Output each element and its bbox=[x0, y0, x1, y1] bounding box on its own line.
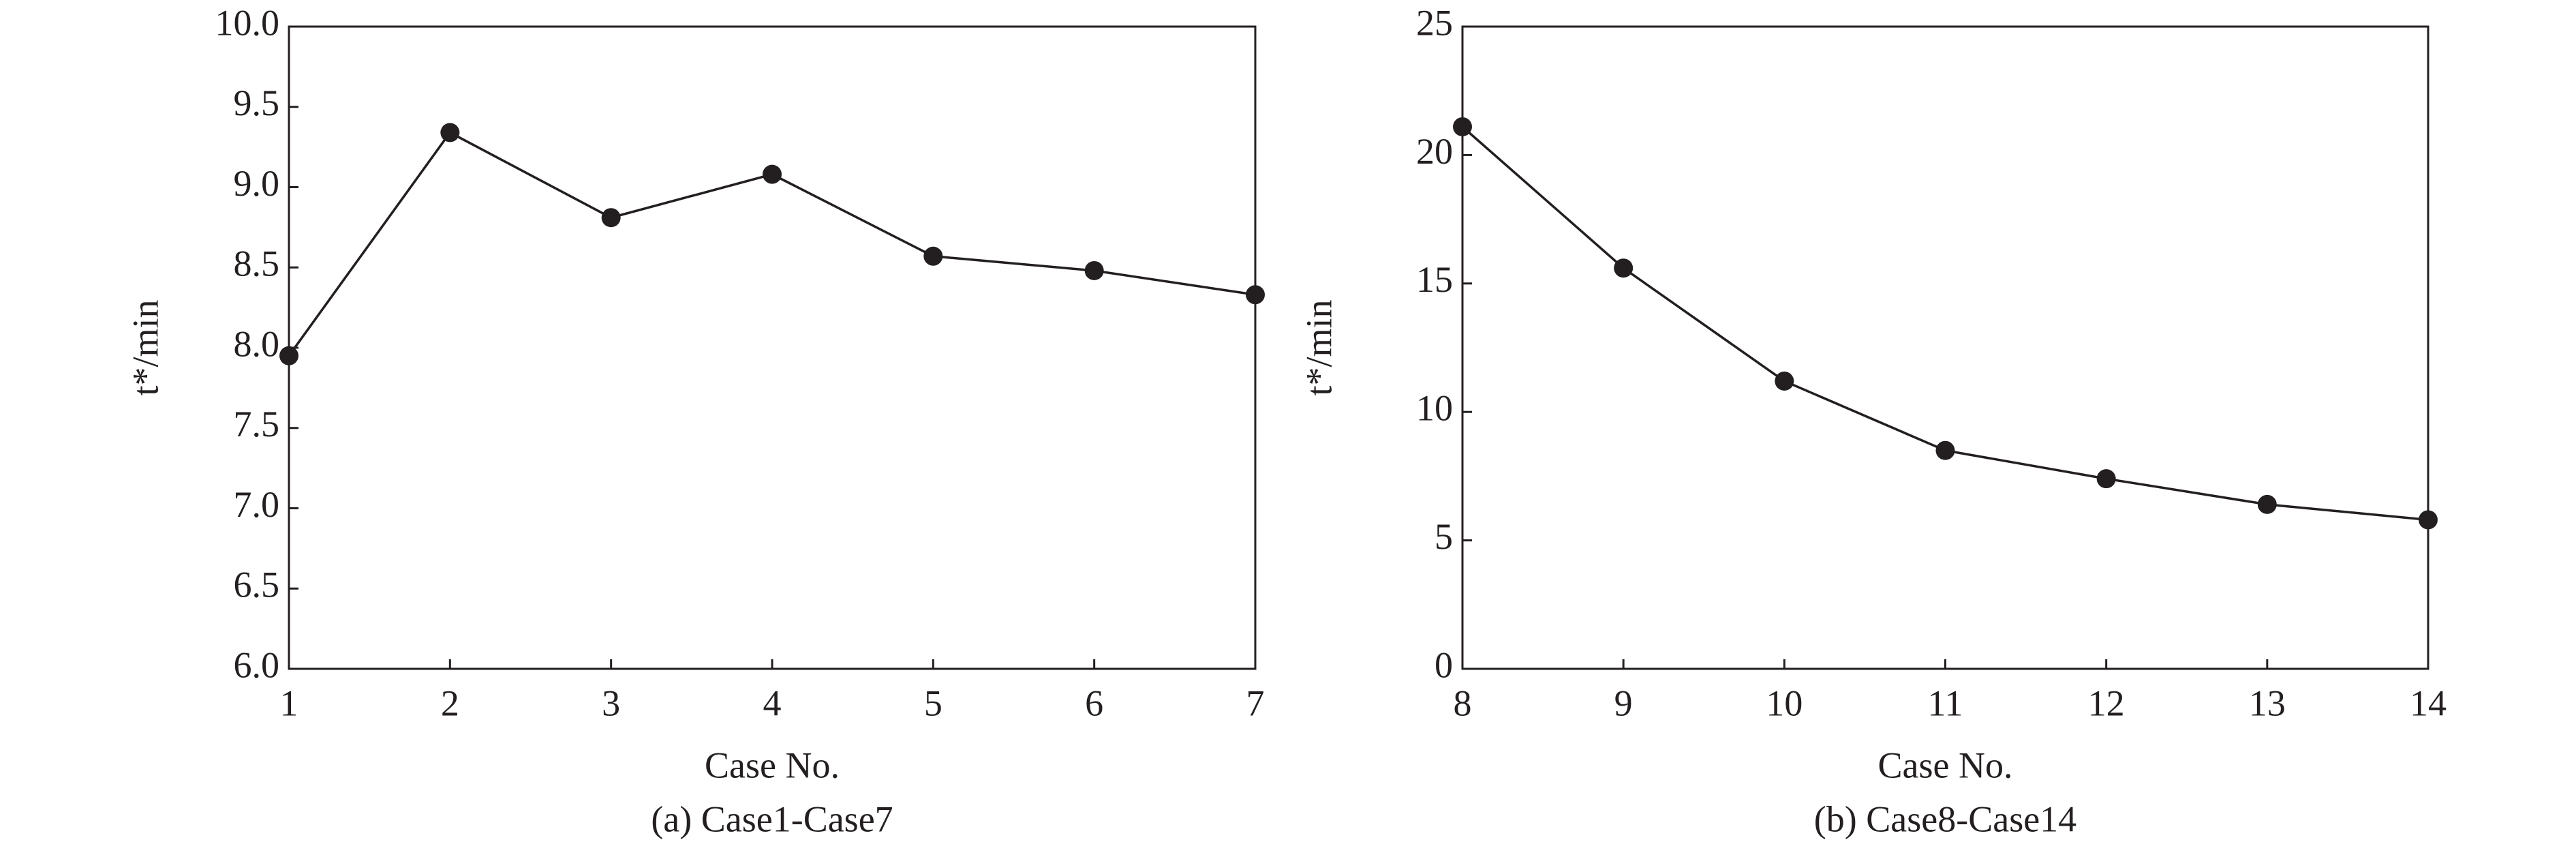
y-tick-label: 10 bbox=[1416, 388, 1453, 429]
x-tick-label: 8 bbox=[1454, 682, 1472, 723]
x-tick-label: 10 bbox=[1766, 682, 1803, 723]
y-axis-label: t*/min bbox=[1298, 299, 1339, 395]
data-point bbox=[1453, 117, 1472, 136]
x-tick-label: 3 bbox=[602, 682, 620, 723]
y-tick-label: 15 bbox=[1416, 259, 1453, 300]
data-point bbox=[1935, 440, 1955, 460]
x-tick-label: 9 bbox=[1614, 682, 1633, 723]
y-tick-label: 9.0 bbox=[234, 163, 280, 204]
y-tick-label: 6.0 bbox=[234, 644, 280, 685]
y-tick-label: 7.0 bbox=[234, 484, 280, 525]
caption: (b) Case8-Case14 bbox=[1814, 798, 2076, 839]
y-tick-label: 8.5 bbox=[234, 243, 280, 284]
x-tick-label: 2 bbox=[441, 682, 459, 723]
x-tick-label: 7 bbox=[1246, 682, 1265, 723]
data-point bbox=[2257, 494, 2277, 514]
x-tick-label: 4 bbox=[763, 682, 782, 723]
x-tick-label: 1 bbox=[280, 682, 298, 723]
x-tick-label: 14 bbox=[2410, 682, 2447, 723]
data-point bbox=[923, 246, 943, 266]
x-tick-label: 5 bbox=[924, 682, 942, 723]
y-tick-label: 7.5 bbox=[234, 404, 280, 445]
data-point bbox=[763, 164, 782, 184]
x-axis-label: Case No. bbox=[705, 745, 840, 785]
y-tick-label: 9.5 bbox=[234, 82, 280, 123]
data-point bbox=[1614, 258, 1634, 278]
data-line bbox=[1461, 125, 2429, 522]
y-axis-label: t*/min bbox=[125, 299, 166, 395]
y-tick-label: 8.0 bbox=[234, 323, 280, 364]
x-tick-label: 6 bbox=[1085, 682, 1103, 723]
x-tick-label: 13 bbox=[2249, 682, 2286, 723]
x-axis-label: Case No. bbox=[1878, 745, 2013, 785]
x-tick-label: 12 bbox=[2088, 682, 2125, 723]
y-tick-label: 25 bbox=[1416, 2, 1453, 43]
plot-frame bbox=[1461, 25, 2429, 670]
data-point bbox=[1246, 285, 1265, 305]
plot-frame bbox=[288, 25, 1257, 670]
data-point bbox=[2419, 510, 2438, 530]
x-tick-label: 11 bbox=[1928, 682, 1963, 723]
y-tick-label: 0 bbox=[1435, 644, 1453, 685]
y-tick-label: 10.0 bbox=[215, 2, 280, 43]
data-point bbox=[2096, 469, 2116, 489]
data-point bbox=[279, 346, 298, 365]
y-tick-label: 5 bbox=[1435, 516, 1453, 557]
y-tick-label: 20 bbox=[1416, 131, 1453, 172]
data-point bbox=[601, 208, 621, 228]
y-tick-label: 6.5 bbox=[234, 565, 280, 605]
data-point bbox=[440, 123, 460, 142]
data-point bbox=[1084, 260, 1104, 280]
data-point bbox=[1775, 371, 1794, 391]
caption: (a) Case1-Case7 bbox=[651, 798, 893, 839]
